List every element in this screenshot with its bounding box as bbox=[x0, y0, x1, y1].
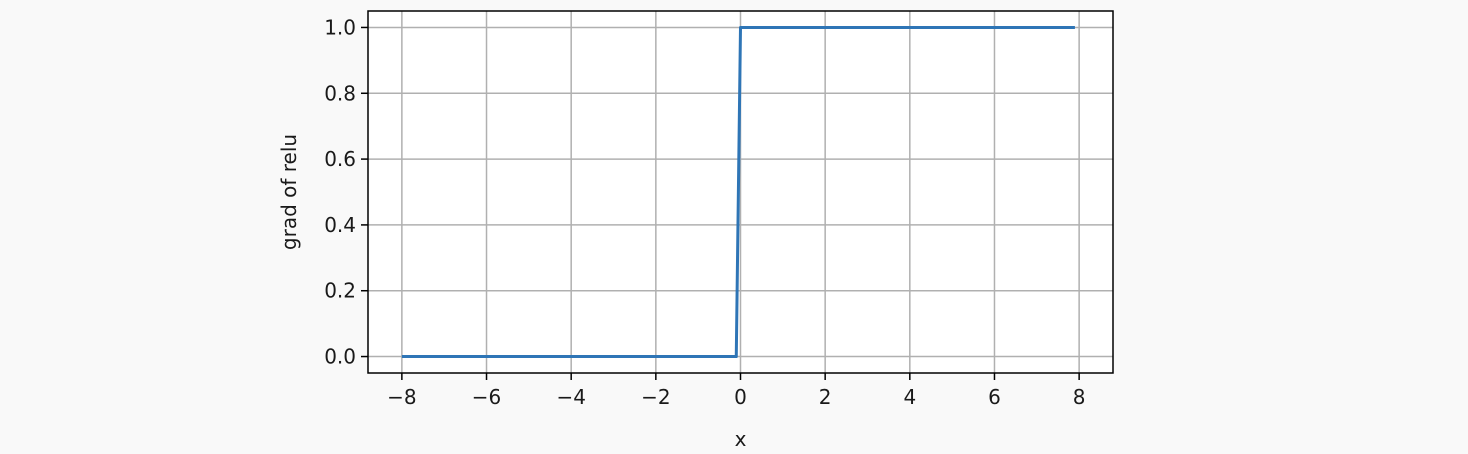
y-tick-label: 0.4 bbox=[324, 213, 356, 237]
x-axis-label: x bbox=[735, 427, 747, 451]
series-line-grad-relu bbox=[401, 25, 1075, 359]
x-tick-label: 8 bbox=[1073, 385, 1086, 409]
x-tick-label: −2 bbox=[641, 385, 670, 409]
x-tick-label: 0 bbox=[734, 385, 747, 409]
series-group bbox=[401, 25, 1075, 359]
x-tick-label: 2 bbox=[819, 385, 832, 409]
y-tick-label: 0.6 bbox=[324, 147, 356, 171]
x-tick-label: 4 bbox=[903, 385, 916, 409]
x-axis: −8 −6 −4 −2 0 2 4 6 8 bbox=[387, 373, 1086, 409]
x-tick-label: −6 bbox=[472, 385, 501, 409]
x-tick-label: −8 bbox=[387, 385, 416, 409]
x-tick-label: −4 bbox=[556, 385, 585, 409]
y-axis: 0.0 0.2 0.4 0.6 0.8 1.0 bbox=[324, 15, 368, 369]
y-tick-label: 0.0 bbox=[324, 345, 356, 369]
x-tick-label: 6 bbox=[988, 385, 1001, 409]
y-tick-label: 0.8 bbox=[324, 81, 356, 105]
y-tick-label: 1.0 bbox=[324, 15, 356, 39]
y-axis-label: grad of relu bbox=[277, 134, 301, 250]
y-tick-label: 0.2 bbox=[324, 279, 356, 303]
